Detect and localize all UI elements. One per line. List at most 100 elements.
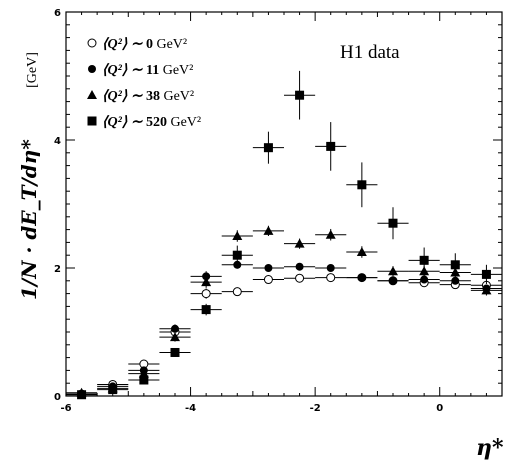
marker-filled-square xyxy=(419,255,429,265)
marker-filled-circle xyxy=(264,264,273,272)
data-point xyxy=(284,262,316,271)
marker-open-circle xyxy=(295,273,305,283)
marker-filled-square xyxy=(87,116,97,126)
legend-entry-3: ⟨Q²⟩ ∼ 520 GeV² xyxy=(87,115,201,130)
marker-filled-triangle xyxy=(388,266,398,276)
marker-open-circle xyxy=(232,287,242,297)
marker-filled-square xyxy=(170,347,180,357)
marker-filled-circle xyxy=(88,65,96,73)
marker-filled-circle xyxy=(357,273,366,282)
data-point xyxy=(221,287,253,297)
series-2 xyxy=(66,225,502,397)
marker-filled-circle xyxy=(420,275,429,284)
marker-filled-triangle xyxy=(87,90,97,99)
legend-entry-0: ⟨Q²⟩ ∼ 0 GeV² xyxy=(87,37,187,52)
y-tick-label: 2 xyxy=(54,264,61,275)
y-axis-label: 1/N · dE_T/dη* xyxy=(17,139,41,300)
marker-filled-circle xyxy=(326,264,335,272)
legend-label: ⟨Q²⟩ ∼ 11 GeV² xyxy=(102,63,193,78)
data-point xyxy=(377,276,409,285)
data-point xyxy=(252,264,284,272)
data-point xyxy=(315,264,347,272)
marker-filled-triangle xyxy=(170,332,180,342)
legend-entry-2: ⟨Q²⟩ ∼ 38 GeV² xyxy=(87,89,194,104)
series-1 xyxy=(66,260,502,399)
series-3 xyxy=(66,70,502,400)
marker-filled-square xyxy=(201,305,211,315)
data-point xyxy=(470,264,502,284)
marker-filled-square xyxy=(295,90,305,100)
chart-annotation: H1 data xyxy=(340,42,400,63)
x-tick-label: -4 xyxy=(185,403,196,414)
data-point xyxy=(190,288,222,299)
marker-filled-triangle xyxy=(138,368,149,378)
data-point xyxy=(128,375,160,385)
marker-filled-circle xyxy=(451,276,460,285)
data-point xyxy=(377,266,409,277)
legend-entry-1: ⟨Q²⟩ ∼ 11 GeV² xyxy=(88,63,193,78)
marker-filled-square xyxy=(263,143,273,153)
marker-open-circle xyxy=(87,38,97,48)
data-point xyxy=(346,162,378,208)
marker-filled-square xyxy=(108,385,118,395)
x-tick-label: -2 xyxy=(310,403,321,414)
data-point xyxy=(221,230,253,242)
data-point xyxy=(128,359,160,369)
data-point xyxy=(284,273,316,283)
marker-filled-triangle xyxy=(232,231,243,240)
legend-label: ⟨Q²⟩ ∼ 520 GeV² xyxy=(102,115,201,130)
marker-filled-circle xyxy=(295,262,304,271)
data-point xyxy=(408,247,440,274)
data-point xyxy=(252,131,284,164)
data-point xyxy=(315,273,347,283)
data-point xyxy=(284,238,316,249)
marker-open-circle xyxy=(201,289,211,299)
data-point xyxy=(439,253,471,277)
y-tick-label: 6 xyxy=(54,8,61,19)
marker-filled-triangle xyxy=(294,238,305,248)
marker-filled-square xyxy=(232,250,242,260)
data-point xyxy=(159,347,191,357)
y-axis-title: 1/N · dE_T/dη* [GeV] xyxy=(17,52,41,300)
marker-filled-triangle xyxy=(325,229,336,239)
data-point xyxy=(190,276,222,288)
data-point xyxy=(252,225,284,236)
marker-filled-triangle xyxy=(263,225,274,235)
marker-filled-square xyxy=(388,218,398,228)
marker-filled-triangle xyxy=(201,277,212,287)
marker-filled-circle xyxy=(171,324,179,333)
data-point xyxy=(315,228,347,241)
legend-label: ⟨Q²⟩ ∼ 38 GeV² xyxy=(102,89,194,104)
data-point xyxy=(377,207,409,240)
marker-filled-square xyxy=(450,260,460,270)
marker-open-circle xyxy=(263,275,273,285)
marker-filled-triangle xyxy=(481,285,492,295)
legend: ⟨Q²⟩ ∼ 0 GeV² ⟨Q²⟩ ∼ 11 GeV² ⟨Q²⟩ ∼ 38 GeV… xyxy=(87,37,201,130)
legend-label: ⟨Q²⟩ ∼ 0 GeV² xyxy=(102,37,187,52)
marker-filled-triangle xyxy=(356,247,367,256)
data-point xyxy=(252,275,284,285)
data-point xyxy=(470,285,502,296)
data-point xyxy=(159,324,191,334)
marker-filled-square xyxy=(139,375,149,385)
x-tick-label: -6 xyxy=(60,403,71,414)
x-axis-label: η* xyxy=(476,435,504,461)
data-point xyxy=(346,273,378,282)
marker-filled-square xyxy=(77,390,87,400)
data-point xyxy=(284,70,316,120)
y-axis-unit: [GeV] xyxy=(25,52,40,88)
marker-filled-square xyxy=(481,269,491,279)
marker-filled-square xyxy=(326,141,336,151)
data-point xyxy=(315,122,347,171)
marker-filled-circle xyxy=(389,276,397,285)
marker-open-circle xyxy=(326,273,336,283)
data-point xyxy=(190,303,222,316)
data-point xyxy=(439,276,471,285)
series-0 xyxy=(66,273,502,399)
data-point xyxy=(221,245,253,265)
data-point xyxy=(346,246,378,258)
data-point xyxy=(408,275,440,284)
y-tick-label: 0 xyxy=(54,392,61,403)
marker-filled-square xyxy=(357,180,367,190)
